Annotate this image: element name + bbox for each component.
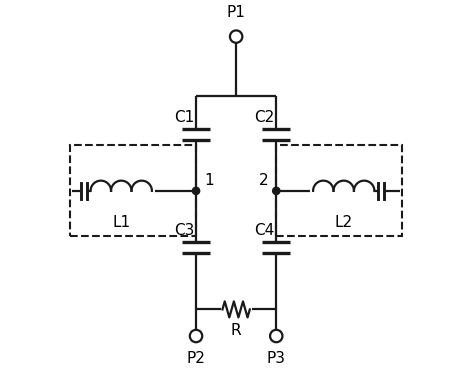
Text: C2: C2 xyxy=(254,111,274,126)
Circle shape xyxy=(272,187,280,194)
Text: 2: 2 xyxy=(259,173,268,188)
Text: C1: C1 xyxy=(174,111,194,126)
Text: P1: P1 xyxy=(227,5,246,20)
Circle shape xyxy=(230,30,242,43)
Circle shape xyxy=(190,330,202,342)
Text: R: R xyxy=(231,323,241,338)
Circle shape xyxy=(193,187,199,194)
Text: L1: L1 xyxy=(112,215,130,230)
Text: C3: C3 xyxy=(174,223,194,238)
Text: P3: P3 xyxy=(267,351,286,366)
Text: P2: P2 xyxy=(186,351,206,366)
Bar xyxy=(276,145,402,237)
Circle shape xyxy=(270,330,282,342)
Bar xyxy=(70,145,196,237)
Text: 1: 1 xyxy=(204,173,214,188)
Text: C4: C4 xyxy=(254,223,274,238)
Text: L2: L2 xyxy=(335,215,353,230)
